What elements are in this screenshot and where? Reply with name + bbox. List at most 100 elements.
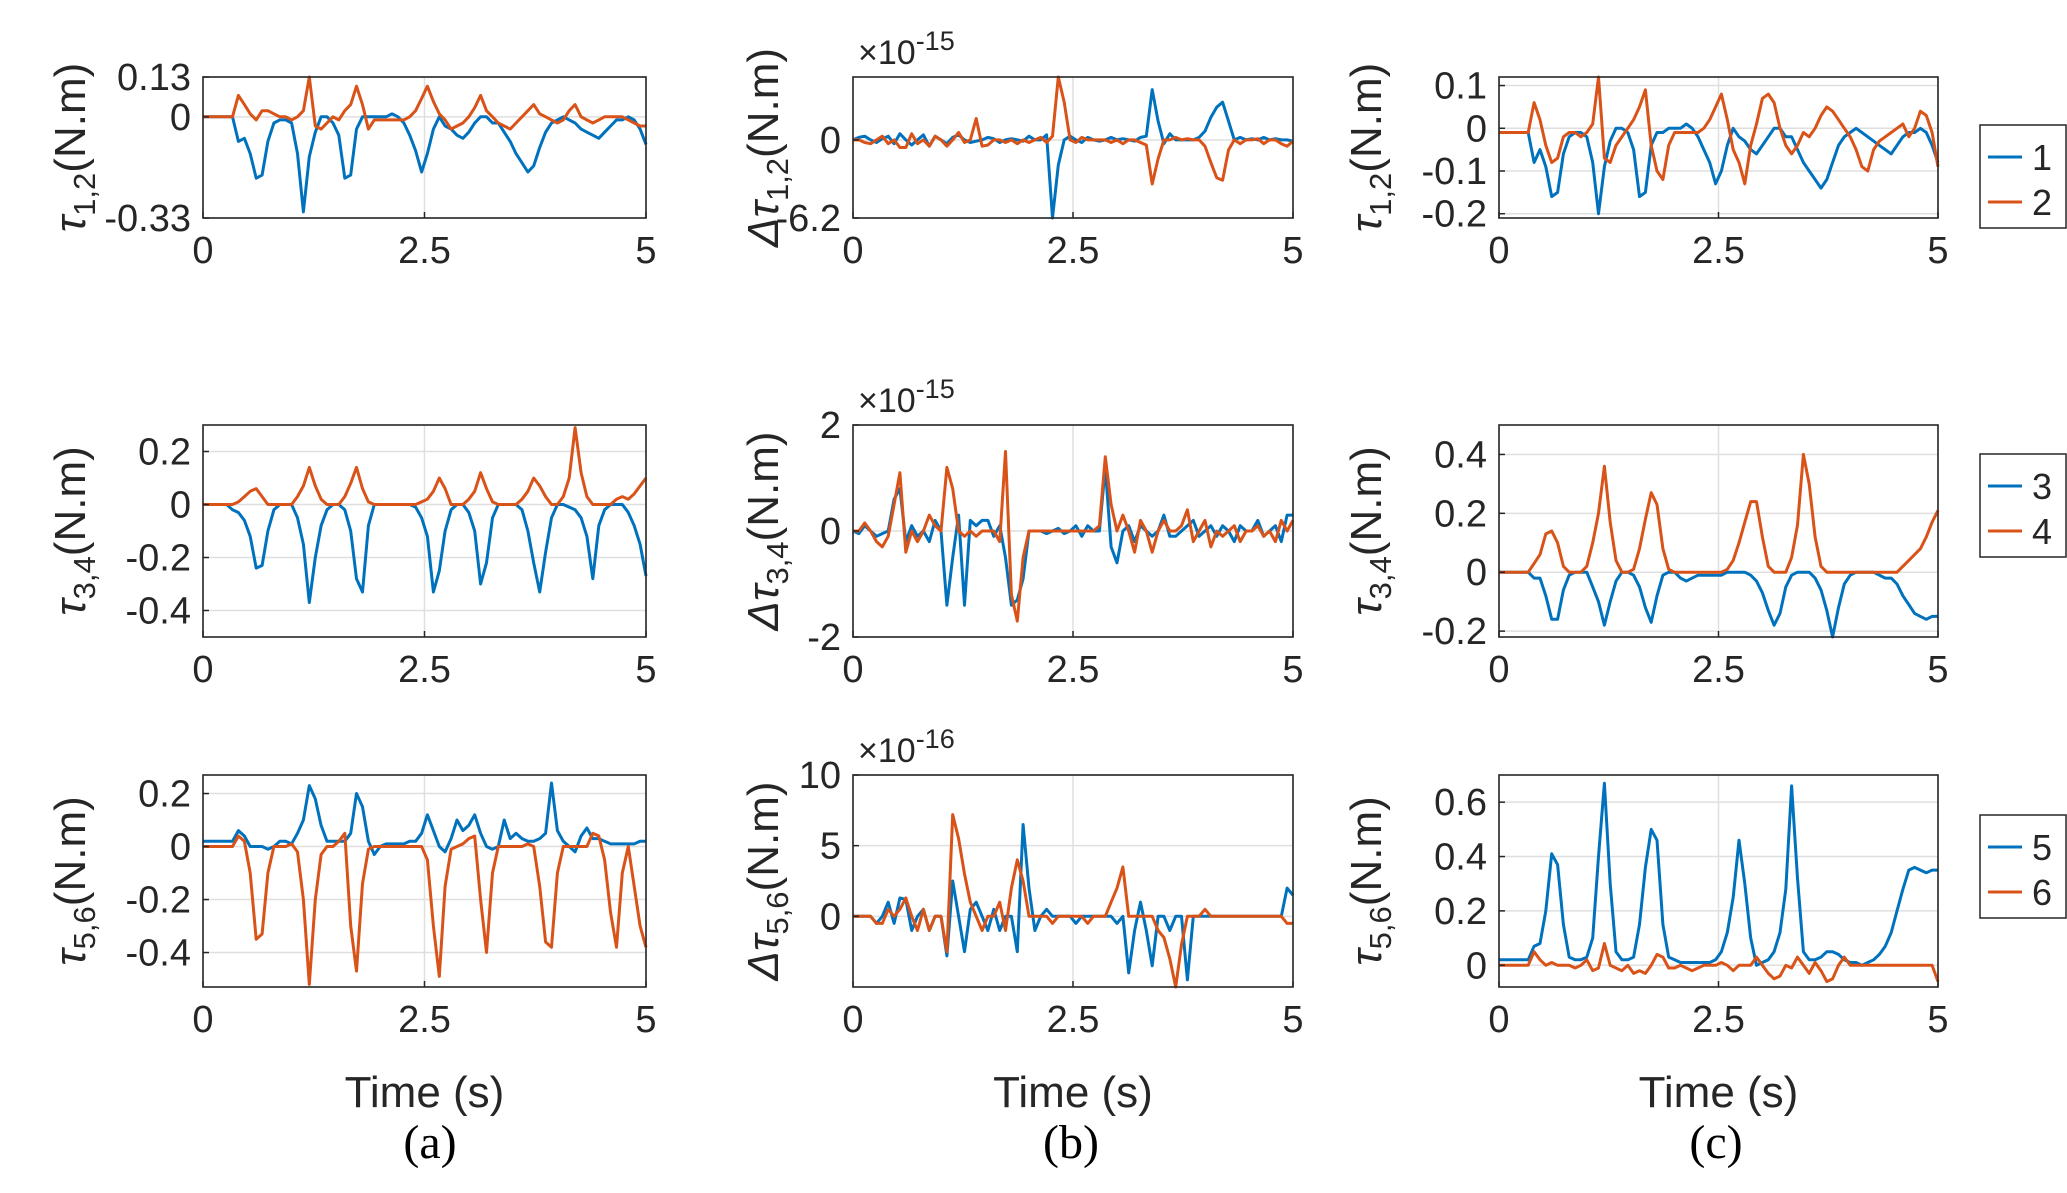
y-tick-label: -0.2 bbox=[1422, 194, 1487, 236]
y-axis-label: τ5,6(N.m) bbox=[1342, 796, 1398, 966]
legend-box bbox=[1979, 124, 2067, 229]
subplot-2-1: 0 2.5 5 -0.4 -0.2 0 0.2 τ3,4(N.m) bbox=[46, 424, 657, 691]
y-tick-label: -0.2 bbox=[1422, 611, 1487, 653]
y-axis-label: Δτ5,6(N.m) bbox=[739, 781, 795, 981]
y-tick-label: 0.6 bbox=[1434, 782, 1487, 824]
series-4-line bbox=[203, 426, 648, 506]
series-6-line bbox=[1499, 942, 1940, 984]
subplot-3-1: 0 2.5 5 -0.4 -0.2 0 0.2 τ5,6(N.m) Time (s) bbox=[46, 774, 657, 1117]
y-axis-label: τ5,6(N.m) bbox=[46, 796, 102, 966]
legend-label-4: 4 bbox=[2032, 511, 2052, 552]
series-3-line bbox=[203, 503, 648, 604]
legend-2: 34 bbox=[1979, 453, 2067, 558]
legend-box bbox=[1979, 814, 2067, 919]
y-tick-label: 0.4 bbox=[1434, 434, 1487, 476]
legend-1: 12 bbox=[1979, 124, 2067, 229]
y-tick-label: 0 bbox=[820, 896, 841, 938]
x-tick-label: 0 bbox=[192, 230, 213, 272]
x-tick-label: 5 bbox=[1282, 999, 1303, 1041]
series-2-line bbox=[203, 75, 646, 131]
y-tick-label: 0 bbox=[1466, 945, 1487, 987]
legend-box bbox=[1979, 453, 2067, 558]
subplot-2-3: 0 2.5 5-0.200.20.4τ3,4(N.m) bbox=[1342, 424, 1949, 691]
y-axis-label: τ3,4(N.m) bbox=[46, 446, 102, 616]
subplot-3-2: 0 2.5 5 0 5 10 ×10-16 Δτ5,6(N.m) Time (s) bbox=[739, 724, 1304, 1117]
legend-3: 56 bbox=[1979, 814, 2067, 919]
y-tick-label: 0.2 bbox=[1434, 891, 1487, 933]
y-axis-label: τ1,2(N.m) bbox=[46, 63, 102, 233]
x-tick-label: 2.5 bbox=[1047, 230, 1100, 272]
subplot-3-3: 0 2.5 5 0 0.2 0.4 0.6 τ5,6(N.m) Time (s) bbox=[1342, 774, 1949, 1117]
x-tick-label: 2.5 bbox=[1047, 649, 1100, 691]
y-tick-label: -2 bbox=[807, 617, 841, 659]
x-tick-label: 2.5 bbox=[398, 649, 451, 691]
y-tick-label: 0 bbox=[170, 827, 191, 869]
series-6-line bbox=[853, 813, 1293, 989]
series-1-line bbox=[852, 88, 1294, 220]
y-tick-label: 0 bbox=[1466, 108, 1487, 150]
legend-label-1: 1 bbox=[2032, 137, 2052, 178]
y-axis-label: Δτ1,2(N.m) bbox=[739, 48, 795, 248]
x-tick-label: 5 bbox=[1282, 230, 1303, 272]
legend-label-6: 6 bbox=[2032, 872, 2052, 913]
x-tick-label: 5 bbox=[1927, 999, 1948, 1041]
axis-exponent: ×10-15 bbox=[858, 374, 955, 420]
x-tick-label: 0 bbox=[192, 649, 213, 691]
x-tick-label: 5 bbox=[1927, 230, 1948, 272]
x-tick-label: 5 bbox=[635, 649, 656, 691]
subplot-1-3: 0 2.5 5-0.2-0.100.1τ1,2(N.m) bbox=[1342, 63, 1949, 272]
y-tick-label: -6.2 bbox=[776, 198, 841, 240]
y-tick-label: 10 bbox=[799, 755, 841, 797]
x-tick-label: 0 bbox=[192, 999, 213, 1041]
legend-label-3: 3 bbox=[2032, 466, 2052, 507]
y-axis-label: τ3,4(N.m) bbox=[1342, 446, 1398, 616]
x-tick-label: 0 bbox=[1488, 999, 1509, 1041]
y-tick-label: 0.2 bbox=[138, 432, 191, 474]
y-tick-label: 0 bbox=[170, 97, 191, 139]
series-3-line bbox=[852, 465, 1293, 607]
y-tick-label: -0.2 bbox=[126, 538, 191, 580]
axis-exponent: ×10-16 bbox=[858, 724, 955, 770]
x-tick-label: 0 bbox=[842, 649, 863, 691]
x-tick-label: 2.5 bbox=[1692, 230, 1745, 272]
panel-label: (c) bbox=[1689, 1116, 1742, 1169]
x-tick-label: 0 bbox=[842, 999, 863, 1041]
y-tick-label: -0.4 bbox=[126, 591, 191, 633]
panel-label: (a) bbox=[403, 1116, 456, 1169]
x-tick-label: 2.5 bbox=[398, 230, 451, 272]
y-tick-label: 0.2 bbox=[1434, 493, 1487, 535]
series-2-line bbox=[853, 75, 1294, 186]
x-tick-label: 2.5 bbox=[398, 999, 451, 1041]
x-tick-label: 0 bbox=[1488, 649, 1509, 691]
x-tick-label: 0 bbox=[1488, 230, 1509, 272]
series-6-line bbox=[203, 831, 648, 986]
series-1-line bbox=[1499, 122, 1940, 216]
y-tick-label: 0 bbox=[170, 485, 191, 527]
y-tick-label: 0 bbox=[1466, 552, 1487, 594]
x-tick-label: 5 bbox=[635, 999, 656, 1041]
legend-label-5: 5 bbox=[2032, 827, 2052, 868]
x-tick-label: 2.5 bbox=[1692, 999, 1745, 1041]
y-tick-label: -0.33 bbox=[104, 198, 191, 240]
y-tick-label: -0.1 bbox=[1422, 151, 1487, 193]
y-tick-label: 0 bbox=[820, 120, 841, 162]
legend-label-2: 2 bbox=[2032, 182, 2052, 223]
x-tick-label: 5 bbox=[1927, 649, 1948, 691]
y-tick-label: 0.1 bbox=[1434, 66, 1487, 108]
x-axis-label: Time (s) bbox=[1639, 1068, 1799, 1117]
y-tick-label: -0.4 bbox=[126, 933, 191, 975]
series-4-line bbox=[853, 450, 1295, 623]
series-5-line bbox=[203, 781, 646, 856]
panel-label: (b) bbox=[1043, 1116, 1099, 1169]
y-tick-label: 0.13 bbox=[117, 57, 191, 99]
y-tick-label: 2 bbox=[820, 405, 841, 447]
series-1-line bbox=[203, 112, 648, 214]
axis-exponent: ×10-15 bbox=[858, 26, 955, 72]
y-tick-label: -0.2 bbox=[126, 880, 191, 922]
x-tick-label: 0 bbox=[842, 230, 863, 272]
y-axis-label: τ1,2(N.m) bbox=[1342, 63, 1398, 233]
